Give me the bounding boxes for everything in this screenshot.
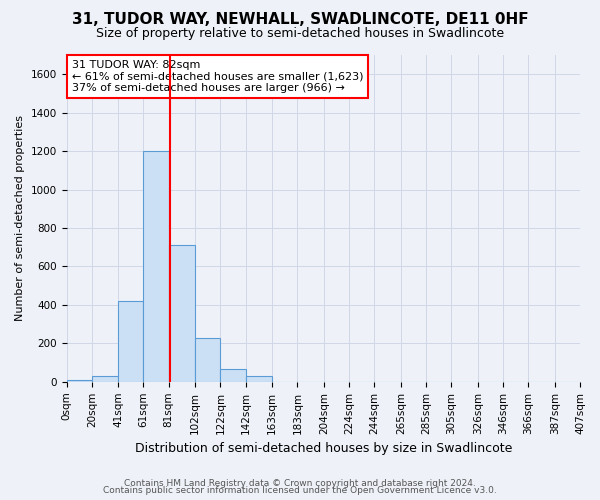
Bar — [220, 370, 245, 382]
X-axis label: Distribution of semi-detached houses by size in Swadlincote: Distribution of semi-detached houses by … — [134, 442, 512, 455]
Bar — [143, 151, 169, 382]
Bar — [245, 376, 272, 382]
Bar — [67, 380, 92, 382]
Text: Contains HM Land Registry data © Crown copyright and database right 2024.: Contains HM Land Registry data © Crown c… — [124, 478, 476, 488]
Text: Contains public sector information licensed under the Open Government Licence v3: Contains public sector information licen… — [103, 486, 497, 495]
Text: 31 TUDOR WAY: 82sqm
← 61% of semi-detached houses are smaller (1,623)
37% of sem: 31 TUDOR WAY: 82sqm ← 61% of semi-detach… — [71, 60, 363, 93]
Bar — [92, 376, 118, 382]
Bar — [118, 301, 143, 382]
Text: Size of property relative to semi-detached houses in Swadlincote: Size of property relative to semi-detach… — [96, 28, 504, 40]
Y-axis label: Number of semi-detached properties: Number of semi-detached properties — [15, 116, 25, 322]
Text: 31, TUDOR WAY, NEWHALL, SWADLINCOTE, DE11 0HF: 31, TUDOR WAY, NEWHALL, SWADLINCOTE, DE1… — [71, 12, 529, 28]
Bar — [169, 246, 195, 382]
Bar — [195, 338, 220, 382]
